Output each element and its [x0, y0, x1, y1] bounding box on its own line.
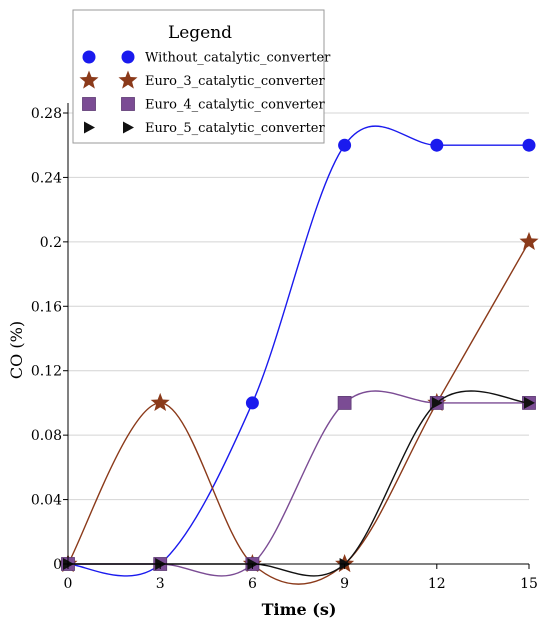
series-1: [61, 125, 536, 577]
grid: [68, 112, 529, 501]
axes: [67, 103, 529, 565]
y-tick-label: 0.16: [31, 299, 62, 315]
y-tick-label: 0.2: [40, 235, 62, 251]
data-point: [431, 396, 443, 409]
data-point: [338, 138, 352, 152]
legend-items: Without_catalytic_converter Euro_3_cataly…: [79, 50, 331, 136]
data-point: [519, 231, 539, 250]
legend-item: Without_catalytic_converter: [82, 50, 331, 66]
legend-item: Euro_4_catalytic_converter: [82, 97, 325, 113]
legend-box: [72, 9, 325, 144]
legend-title: Legend: [168, 23, 232, 43]
tick-labels: 0 3 6 9 12 15 0 0.04 0.08 0.12 0.16 0.2 0.24 0.28: [31, 106, 538, 592]
x-tick-label: 6: [248, 576, 257, 592]
y-tick-label: 0.12: [31, 364, 62, 380]
legend-item: Euro_5_catalytic_converter: [84, 121, 325, 136]
legend-marker: [118, 70, 138, 89]
legend-marker: [121, 97, 135, 111]
data-point: [245, 396, 259, 410]
y-axis-title: CO (%): [7, 321, 26, 379]
y-tick-label: 0: [53, 557, 62, 573]
data-point: [524, 396, 535, 409]
legend-marker: [84, 121, 95, 134]
series-2: [58, 231, 539, 585]
y-tick-label: 0.08: [31, 428, 62, 444]
series-3: [61, 390, 536, 577]
y-tick-label: 0.28: [31, 106, 62, 122]
x-tick-label: 9: [340, 576, 349, 592]
legend: Legend Without_catalytic_converter Euro_3…: [72, 9, 331, 144]
x-tick-label: 0: [64, 576, 73, 592]
legend-label: Euro_3_catalytic_converter: [145, 74, 325, 89]
data-point: [337, 396, 352, 410]
data-point: [150, 392, 170, 412]
x-axis-title: Time (s): [262, 600, 337, 619]
y-tick-label: 0.04: [31, 493, 62, 509]
data-point: [522, 138, 536, 152]
x-tick-label: 3: [156, 576, 165, 592]
legend-marker: [121, 50, 135, 64]
legend-marker: [79, 70, 99, 89]
series-line: [67, 390, 529, 577]
legend-label: Euro_4_catalytic_converter: [145, 98, 325, 113]
legend-item: Euro_3_catalytic_converter: [79, 70, 325, 89]
series-layer: [58, 125, 539, 585]
legend-marker: [82, 97, 96, 111]
x-tick-label: 12: [428, 576, 446, 592]
legend-label: Euro_5_catalytic_converter: [145, 121, 325, 136]
series-line: [67, 241, 530, 585]
series-line: [67, 125, 529, 577]
data-point: [430, 138, 444, 152]
y-tick-label: 0.24: [31, 170, 62, 186]
x-tick-label: 15: [520, 576, 538, 592]
legend-marker: [82, 50, 96, 64]
legend-label: Without_catalytic_converter: [145, 51, 331, 66]
legend-marker: [123, 121, 134, 134]
